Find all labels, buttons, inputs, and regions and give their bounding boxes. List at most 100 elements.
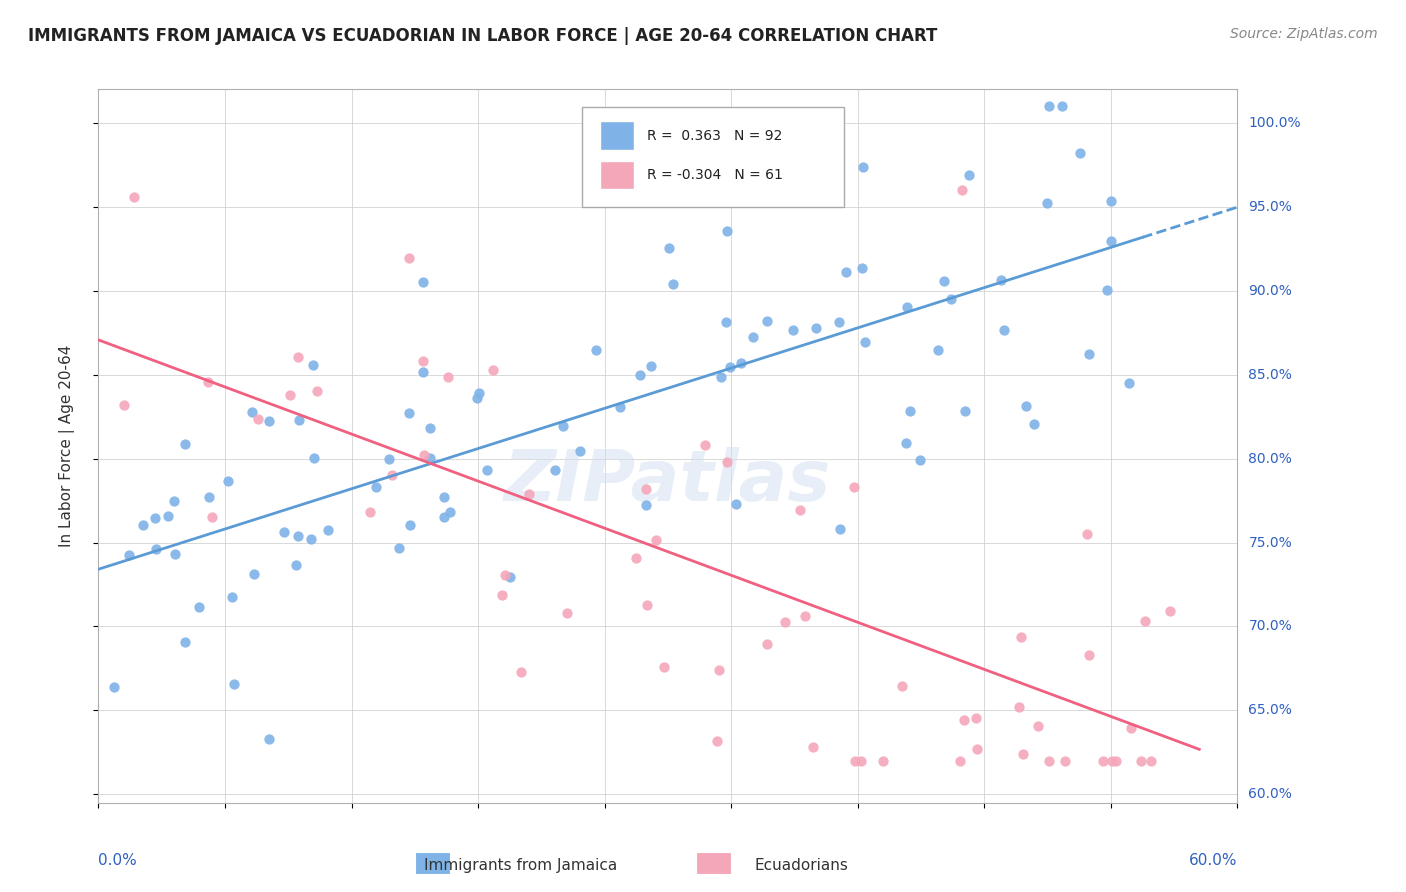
Text: 100.0%: 100.0%	[1249, 116, 1301, 129]
Point	[761, 183, 783, 197]
Bar	[599, 121, 634, 150]
Point	[278, 388, 301, 402]
Point	[1133, 614, 1156, 628]
Point	[756, 314, 779, 328]
Point	[830, 522, 852, 536]
Point	[156, 509, 179, 524]
Text: 70.0%: 70.0%	[1249, 620, 1292, 633]
Y-axis label: In Labor Force | Age 20-64: In Labor Force | Age 20-64	[59, 345, 75, 547]
Point	[399, 517, 422, 532]
Point	[1007, 700, 1029, 714]
Point	[377, 452, 399, 467]
Point	[509, 665, 531, 679]
Point	[1053, 754, 1076, 768]
Point	[103, 680, 125, 694]
Point	[398, 251, 420, 265]
Point	[957, 168, 980, 182]
Point	[609, 400, 631, 414]
Point	[741, 330, 763, 344]
Point	[122, 190, 145, 204]
Point	[381, 468, 404, 483]
Point	[398, 406, 420, 420]
Point	[706, 733, 728, 747]
Point	[1050, 99, 1073, 113]
Point	[645, 533, 668, 548]
Text: 85.0%: 85.0%	[1249, 368, 1292, 382]
Point	[652, 659, 675, 673]
Point	[953, 713, 976, 727]
Text: 0.0%: 0.0%	[98, 853, 138, 868]
Point	[544, 463, 567, 477]
Point	[494, 567, 516, 582]
Point	[118, 548, 141, 562]
Text: IMMIGRANTS FROM JAMAICA VS ECUADORIAN IN LABOR FORCE | AGE 20-64 CORRELATION CHA: IMMIGRANTS FROM JAMAICA VS ECUADORIAN IN…	[28, 27, 938, 45]
Point	[201, 510, 224, 524]
Point	[949, 754, 972, 768]
Point	[896, 300, 918, 314]
Point	[273, 524, 295, 539]
FancyBboxPatch shape	[582, 107, 845, 207]
Text: Source: ZipAtlas.com: Source: ZipAtlas.com	[1230, 27, 1378, 41]
Point	[1069, 145, 1091, 160]
Point	[433, 490, 456, 504]
Point	[634, 498, 657, 512]
Text: Ecuadorians: Ecuadorians	[755, 858, 848, 872]
Point	[941, 292, 963, 306]
Point	[624, 550, 647, 565]
Point	[828, 315, 851, 329]
Point	[198, 490, 221, 504]
Point	[287, 350, 309, 364]
Point	[316, 523, 339, 537]
Text: ZIPatlas: ZIPatlas	[505, 447, 831, 516]
Point	[658, 241, 681, 255]
Bar	[599, 161, 634, 189]
Point	[143, 511, 166, 525]
Point	[716, 455, 738, 469]
Point	[730, 356, 752, 370]
Text: R = -0.304   N = 61: R = -0.304 N = 61	[647, 168, 783, 182]
Point	[465, 392, 488, 406]
Point	[197, 376, 219, 390]
Point	[851, 754, 873, 768]
Point	[742, 107, 765, 121]
Point	[114, 398, 136, 412]
Point	[217, 474, 239, 488]
Point	[934, 274, 956, 288]
Point	[965, 711, 987, 725]
Point	[718, 359, 741, 374]
Point	[1011, 747, 1033, 762]
Point	[1022, 417, 1045, 431]
Point	[894, 435, 917, 450]
Point	[307, 384, 329, 398]
Point	[555, 606, 578, 620]
Point	[853, 335, 876, 350]
Point	[132, 518, 155, 533]
Point	[693, 438, 716, 452]
Point	[247, 412, 270, 426]
Point	[1130, 754, 1153, 768]
Point	[585, 343, 607, 357]
Point	[1010, 630, 1032, 644]
Point	[568, 444, 591, 458]
Point	[789, 502, 811, 516]
Point	[221, 591, 243, 605]
Point	[716, 224, 738, 238]
Point	[804, 321, 827, 335]
Point	[756, 637, 779, 651]
Point	[1038, 754, 1060, 768]
Point	[773, 615, 796, 629]
Point	[662, 277, 685, 292]
Point	[634, 483, 657, 497]
Text: 95.0%: 95.0%	[1249, 200, 1292, 214]
Point	[801, 740, 824, 755]
Point	[844, 480, 866, 494]
Point	[990, 273, 1012, 287]
Point	[1026, 718, 1049, 732]
Point	[1099, 194, 1122, 208]
Point	[259, 414, 281, 428]
Point	[412, 275, 434, 289]
Point	[419, 420, 441, 434]
Point	[364, 480, 387, 494]
Point	[259, 732, 281, 747]
Point	[433, 509, 456, 524]
